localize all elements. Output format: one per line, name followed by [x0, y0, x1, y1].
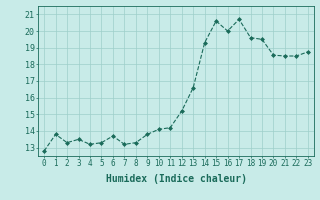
X-axis label: Humidex (Indice chaleur): Humidex (Indice chaleur)	[106, 174, 246, 184]
